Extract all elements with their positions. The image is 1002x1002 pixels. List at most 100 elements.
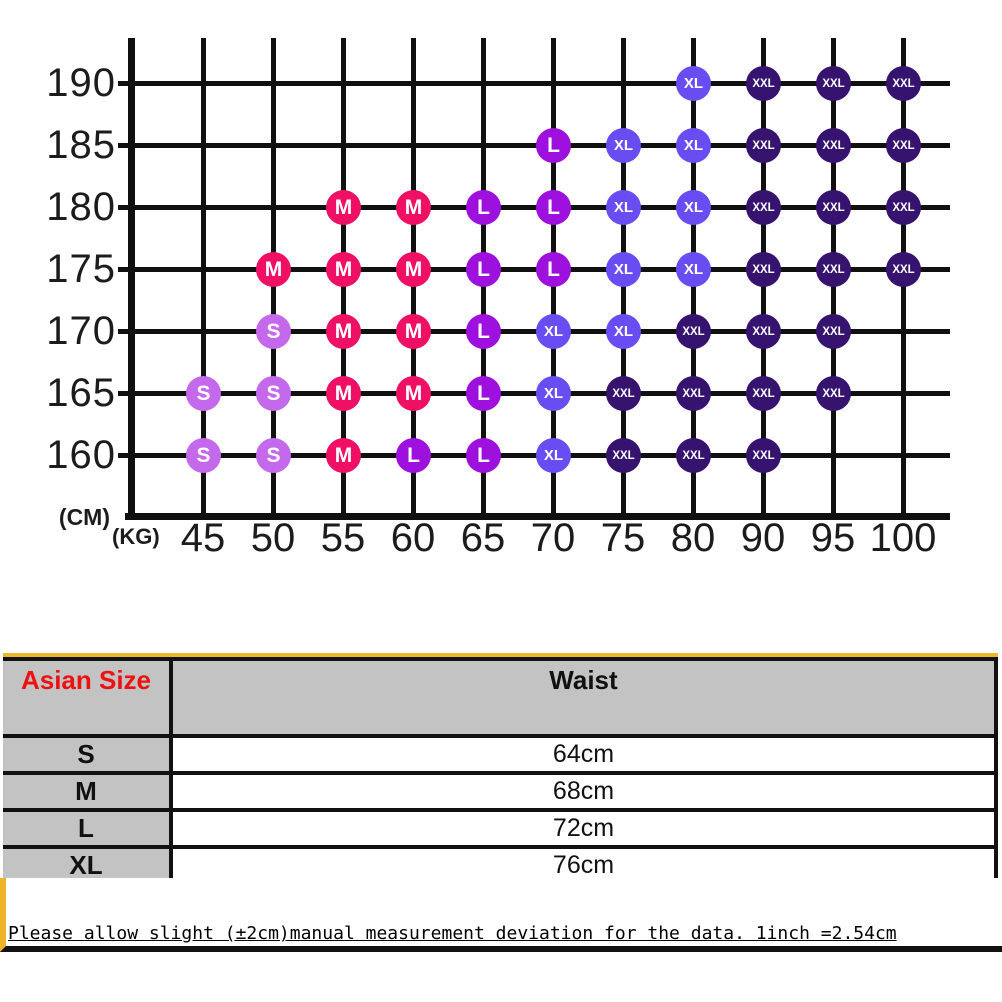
y-tick-label: 190 [46, 61, 116, 105]
x-tick-label: 55 [320, 516, 366, 560]
size-dot-l-65kg-170cm: L [466, 314, 501, 349]
gridline-height-165 [118, 391, 950, 396]
size-dot-xl-70kg-165cm: XL [536, 376, 571, 411]
size-dot-xxl-90kg-170cm: XXL [746, 314, 781, 349]
size-dot-xl-75kg-185cm: XL [606, 128, 641, 163]
y-tick-label: 170 [46, 309, 116, 353]
size-dot-l-60kg-160cm: L [396, 438, 431, 473]
size-dot-s-50kg-160cm: S [256, 438, 291, 473]
table-header-waist: Waist [173, 661, 998, 734]
size-dot-xl-70kg-170cm: XL [536, 314, 571, 349]
size-dot-xxl-95kg-180cm: XXL [816, 190, 851, 225]
gridline-height-160 [118, 453, 950, 458]
size-dot-l-70kg-180cm: L [536, 190, 571, 225]
size-dot-xl-75kg-180cm: XL [606, 190, 641, 225]
size-dot-xl-75kg-175cm: XL [606, 252, 641, 287]
size-dot-xxl-90kg-165cm: XXL [746, 376, 781, 411]
size-dot-m-60kg-180cm: M [396, 190, 431, 225]
size-dot-m-55kg-165cm: M [326, 376, 361, 411]
gridline-height-180 [118, 205, 950, 210]
size-dot-m-55kg-180cm: M [326, 190, 361, 225]
size-dot-xxl-90kg-180cm: XXL [746, 190, 781, 225]
size-dot-m-60kg-175cm: M [396, 252, 431, 287]
x-tick-label: 75 [600, 516, 646, 560]
size-cell: XL [3, 849, 173, 882]
size-dot-xxl-100kg-185cm: XXL [886, 128, 921, 163]
gridline-height-185 [118, 143, 950, 148]
x-tick-label: 100 [869, 516, 937, 560]
x-tick-label: 50 [250, 516, 296, 560]
measurement-note-box: Please allow slight (±2cm)manual measure… [0, 878, 1002, 952]
y-tick-label: 165 [46, 371, 116, 415]
y-tick-label: 180 [46, 185, 116, 229]
table-row: L 72cm [3, 808, 998, 845]
size-dot-m-55kg-170cm: M [326, 314, 361, 349]
size-cell: S [3, 738, 173, 771]
size-dot-xxl-100kg-175cm: XXL [886, 252, 921, 287]
size-dot-xl-70kg-160cm: XL [536, 438, 571, 473]
gridline-height-175 [118, 267, 950, 272]
size-dot-m-60kg-165cm: M [396, 376, 431, 411]
size-dot-xxl-90kg-175cm: XXL [746, 252, 781, 287]
size-dot-xxl-90kg-160cm: XXL [746, 438, 781, 473]
gridline-height-190 [118, 81, 950, 86]
size-dot-l-65kg-175cm: L [466, 252, 501, 287]
x-tick-label: 60 [390, 516, 436, 560]
x-tick-label: 70 [530, 516, 576, 560]
size-dot-xxl-95kg-190cm: XXL [816, 66, 851, 101]
table-row: S 64cm [3, 734, 998, 771]
size-dot-xl-75kg-170cm: XL [606, 314, 641, 349]
x-tick-label: 45 [180, 516, 226, 560]
size-dot-xl-80kg-175cm: XL [676, 252, 711, 287]
table-header-row: Asian Size Waist [3, 657, 998, 734]
size-dot-xxl-100kg-190cm: XXL [886, 66, 921, 101]
size-dot-xxl-95kg-175cm: XXL [816, 252, 851, 287]
size-dot-m-60kg-170cm: M [396, 314, 431, 349]
height-weight-size-chart: (CM) (KG) 190 185 180 175 170 165 160 45 50 55 60 6… [46, 38, 950, 560]
size-dot-s-45kg-160cm: S [186, 438, 221, 473]
waist-cell: 76cm [173, 849, 998, 882]
y-axis-line [128, 38, 135, 519]
x-tick-label: 65 [460, 516, 506, 560]
size-dot-xxl-95kg-185cm: XXL [816, 128, 851, 163]
size-cell: L [3, 812, 173, 845]
size-dot-l-65kg-165cm: L [466, 376, 501, 411]
waist-cell: 68cm [173, 775, 998, 808]
size-dot-xl-80kg-180cm: XL [676, 190, 711, 225]
x-tick-label: 80 [670, 516, 716, 560]
gridline-weight-45 [201, 38, 206, 513]
size-dot-xl-80kg-185cm: XL [676, 128, 711, 163]
x-tick-label: 95 [810, 516, 856, 560]
size-dot-xxl-95kg-170cm: XXL [816, 314, 851, 349]
table-row: M 68cm [3, 771, 998, 808]
size-dot-xxl-80kg-160cm: XXL [676, 438, 711, 473]
table-header-asian-size: Asian Size [3, 661, 173, 734]
size-dot-xl-80kg-190cm: XL [676, 66, 711, 101]
size-dot-l-70kg-175cm: L [536, 252, 571, 287]
gridline-height-170 [118, 329, 950, 334]
x-tick-label: 90 [740, 516, 786, 560]
size-dot-l-65kg-160cm: L [466, 438, 501, 473]
size-dot-xxl-75kg-160cm: XXL [606, 438, 641, 473]
size-dot-xxl-90kg-185cm: XXL [746, 128, 781, 163]
waist-cell: 64cm [173, 738, 998, 771]
waist-size-table: Asian Size Waist S 64cm M 68cm L 72cm XL… [3, 653, 998, 886]
size-cell: M [3, 775, 173, 808]
size-dot-xxl-100kg-180cm: XXL [886, 190, 921, 225]
size-dot-l-65kg-180cm: L [466, 190, 501, 225]
size-dot-s-50kg-170cm: S [256, 314, 291, 349]
x-axis-line [125, 513, 950, 520]
y-axis-unit-label: (CM) [58, 504, 110, 530]
size-dot-xxl-80kg-170cm: XXL [676, 314, 711, 349]
size-dot-s-50kg-165cm: S [256, 376, 291, 411]
waist-cell: 72cm [173, 812, 998, 845]
measurement-note-text: Please allow slight (±2cm)manual measure… [8, 923, 897, 944]
table-top-accent-line [3, 653, 998, 657]
size-dot-m-55kg-160cm: M [326, 438, 361, 473]
size-dot-m-55kg-175cm: M [326, 252, 361, 287]
y-tick-label: 185 [46, 123, 116, 167]
size-dot-xxl-90kg-190cm: XXL [746, 66, 781, 101]
y-tick-label: 175 [46, 247, 116, 291]
size-dot-xxl-80kg-165cm: XXL [676, 376, 711, 411]
size-dot-m-50kg-175cm: M [256, 252, 291, 287]
